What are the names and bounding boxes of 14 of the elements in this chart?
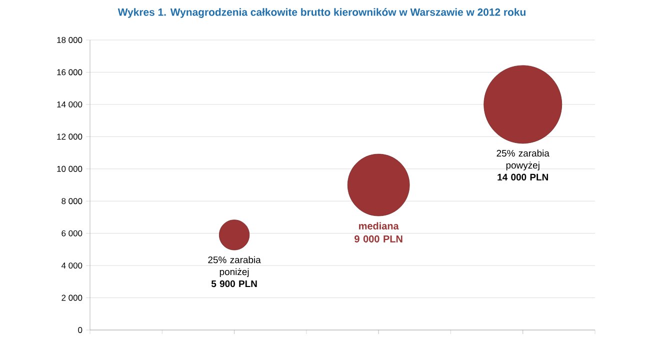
chart-title: Wykres 1. Wynagrodzenia całkowite brutto kierowników w Warszawie w 2012 roku [118, 8, 526, 18]
annotation: mediana 9 000 PLN [354, 222, 402, 242]
y-tick-label: 18 000 [57, 37, 82, 43]
y-tick-label: 4 000 [61, 262, 82, 269]
y-tick-label: 0 [78, 327, 82, 333]
y-tick-label: 14 000 [57, 101, 82, 108]
y-tick-label: 16 000 [57, 69, 82, 76]
y-tick-label: 6 000 [62, 230, 82, 236]
y-tick-label: 2 000 [62, 294, 82, 301]
y-tick-label: 8 000 [62, 198, 82, 204]
annotation: 25% zarabia powyżej 14 000 PLN [496, 150, 550, 181]
y-tick-label: 12 000 [57, 134, 82, 140]
annotation: 25% zarabia poniżej 5 900 PLN [208, 256, 261, 288]
y-tick-label: 10 000 [57, 166, 82, 172]
